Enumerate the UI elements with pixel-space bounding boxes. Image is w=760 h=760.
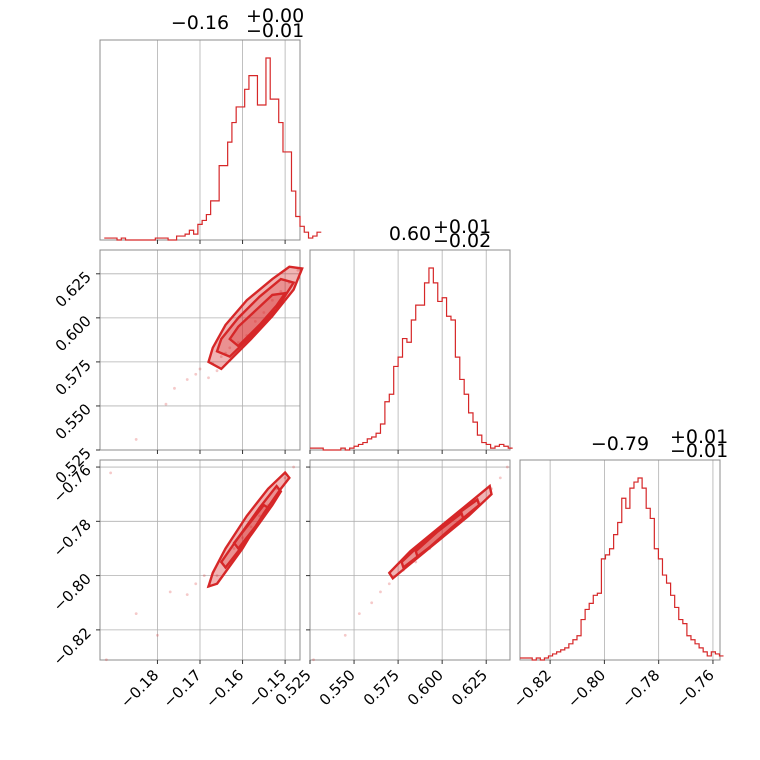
sample-point — [343, 633, 347, 637]
sample-point — [207, 376, 210, 380]
title-main-1: 0.60 — [389, 223, 431, 245]
histogram-2 — [520, 477, 724, 661]
sample-point — [387, 582, 391, 586]
sample-point — [228, 346, 232, 350]
y-tick-label: 0.625 — [52, 268, 95, 311]
y-tick-label: −0.78 — [50, 515, 95, 560]
x-tick-label: 0.625 — [448, 666, 491, 709]
x-tick-label: −0.18 — [117, 666, 162, 711]
y-tick-label: 0.550 — [52, 400, 95, 443]
x-tick-label: 0.550 — [316, 666, 359, 709]
sample-point — [258, 514, 261, 518]
sample-point — [370, 601, 374, 605]
sample-point — [185, 378, 189, 381]
histogram-1 — [310, 267, 513, 451]
x-tick-label: −0.16 — [202, 666, 247, 711]
x-tick-label: −0.17 — [160, 666, 205, 711]
sample-point — [109, 471, 113, 475]
x-tick-label: −0.80 — [564, 666, 609, 711]
sample-point — [134, 438, 138, 441]
title-plus-2: +0.01 — [670, 426, 728, 448]
svg-text:−0.79: −0.79 — [591, 433, 649, 455]
sample-point — [249, 525, 253, 529]
sample-point — [185, 593, 189, 596]
sample-point — [292, 465, 296, 469]
title-plus-0: +0.00 — [246, 5, 304, 27]
sample-point — [202, 574, 206, 578]
title-plus-1: +0.01 — [433, 216, 491, 238]
sample-point — [194, 372, 198, 376]
sample-point — [232, 547, 236, 550]
y-tick-label: −0.82 — [50, 624, 95, 669]
sample-point — [279, 290, 283, 293]
y-tick-label: −0.80 — [50, 570, 95, 615]
svg-text:−0.16: −0.16 — [171, 12, 229, 34]
contour-level-1 — [215, 277, 296, 359]
sample-point — [219, 355, 223, 359]
sample-point — [312, 658, 315, 662]
sample-point — [379, 590, 382, 594]
sample-point — [357, 612, 361, 615]
title-main-2: −0.79 — [591, 433, 649, 455]
sample-point — [168, 590, 172, 594]
title-param-0: −0.16 +0.00 −0.01 — [171, 5, 304, 42]
sample-point — [134, 612, 138, 615]
sample-point — [505, 465, 509, 469]
x-tick-label: −0.76 — [673, 666, 718, 711]
sample-point — [173, 386, 176, 390]
sample-point — [215, 369, 219, 373]
sample-point — [498, 476, 502, 480]
contour-level-2 — [232, 503, 270, 551]
svg-text:+0.01: +0.01 — [433, 216, 491, 238]
title-minus-0: −0.01 — [246, 20, 304, 42]
title-param-1: 0.60 +0.01 −0.02 — [389, 216, 491, 252]
title-minus-2: −0.01 — [670, 440, 728, 462]
sample-point — [241, 536, 244, 540]
title-main-0: −0.16 — [171, 12, 229, 34]
sample-point — [164, 402, 168, 406]
svg-text:−0.01: −0.01 — [246, 20, 304, 42]
hist-panel-0 — [99, 39, 322, 244]
sample-point — [270, 298, 274, 302]
contour-level-0 — [207, 265, 304, 371]
contour-level-2 — [228, 291, 288, 348]
sample-point — [262, 311, 266, 314]
axes-frame — [519, 459, 721, 661]
sample-point — [283, 476, 287, 480]
title-param-2: −0.79 +0.01 −0.01 — [591, 426, 728, 462]
x-tick-label: −0.78 — [618, 666, 663, 711]
svg-text:+0.00: +0.00 — [246, 5, 304, 27]
x-tick-label: 0.600 — [404, 666, 447, 709]
title-minus-1: −0.02 — [433, 230, 491, 252]
scatter-panel-2-1: 0.525 0.550 0.575 0.600 0.625 — [272, 459, 511, 709]
y-tick-label: 0.600 — [52, 312, 95, 355]
hist-panel-1 — [309, 249, 513, 454]
histogram-0 — [104, 57, 322, 241]
y-tick-label: 0.575 — [52, 356, 95, 399]
sample-point — [253, 319, 257, 323]
svg-text:−0.01: −0.01 — [670, 440, 728, 462]
scatter-panel-2-0: −0.18−0.17−0.16−0.15−0.82−0.80−0.78−0.76 — [50, 459, 301, 711]
sample-point — [156, 633, 159, 637]
x-tick-label: 0.575 — [360, 666, 403, 709]
axes-frame — [309, 459, 511, 661]
hist-panel-2: −0.82 −0.80 −0.78 −0.76 — [510, 459, 724, 711]
contour-level-2 — [414, 511, 465, 559]
sample-point — [236, 341, 240, 344]
svg-text:0.60: 0.60 — [389, 223, 431, 245]
sample-point — [194, 582, 198, 586]
sample-point — [215, 574, 219, 578]
sample-point — [296, 268, 300, 272]
axes-frame — [309, 249, 511, 451]
x-tick-label: −0.82 — [510, 666, 555, 711]
sample-point — [198, 367, 202, 371]
svg-text:−0.02: −0.02 — [433, 230, 491, 252]
svg-text:+0.01: +0.01 — [670, 426, 728, 448]
sample-point — [104, 658, 108, 662]
